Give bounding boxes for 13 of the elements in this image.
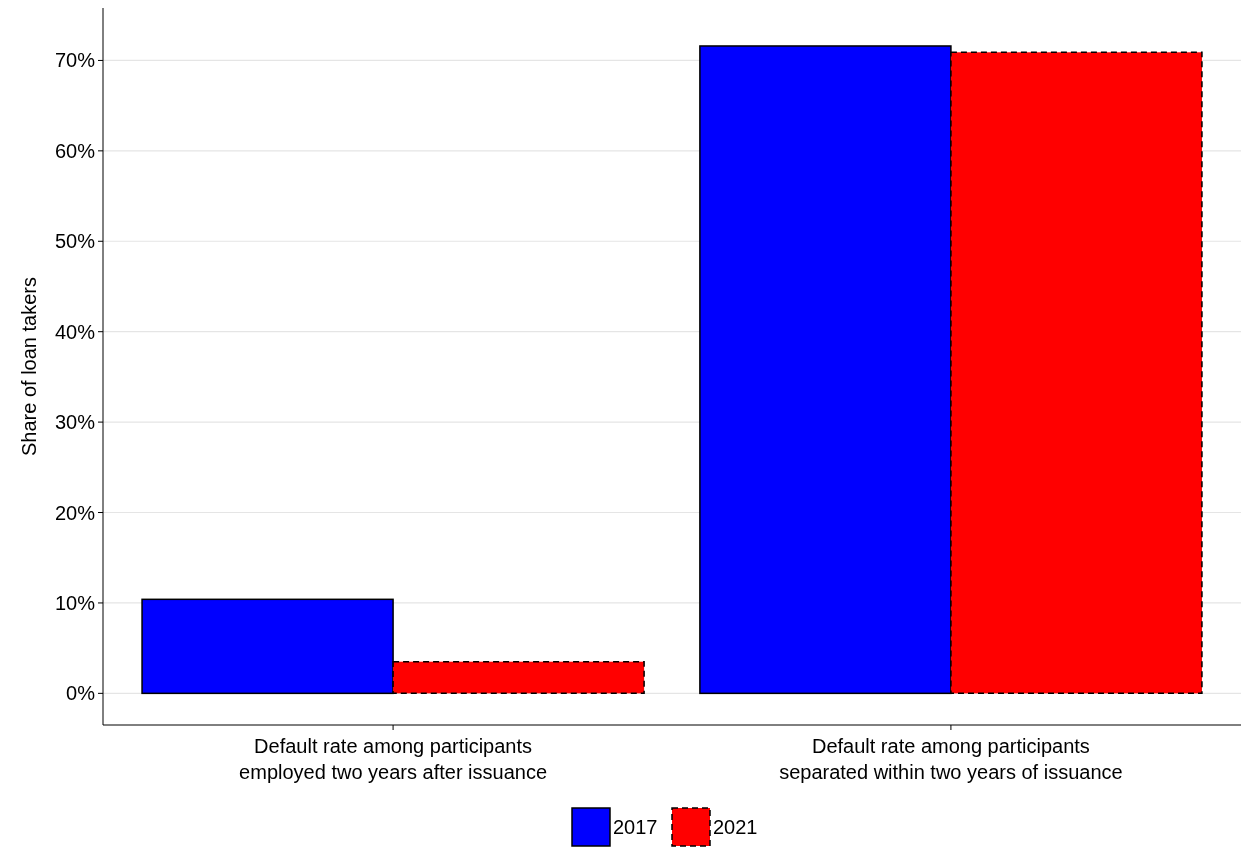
y-axis-title: Share of loan takers — [18, 277, 40, 456]
y-tick-label: 70% — [54, 49, 96, 72]
y-tick-label: 50% — [54, 230, 96, 253]
y-tick-label: 10% — [54, 591, 96, 614]
y-tick-label: 0% — [66, 682, 96, 705]
y-tick-label: 30% — [54, 411, 96, 434]
y-tick-label: 20% — [54, 501, 96, 524]
legend-label: 2017 — [613, 816, 658, 838]
x-tick-label: Default rate among participants employed two years after issuance — [239, 735, 548, 783]
y-tick-label: 40% — [54, 320, 96, 343]
legend-label: 2021 — [713, 816, 758, 838]
y-tick-label: 60% — [54, 139, 96, 162]
x-tick-label: Default rate among participants separated within two years of issuance — [779, 735, 1123, 783]
